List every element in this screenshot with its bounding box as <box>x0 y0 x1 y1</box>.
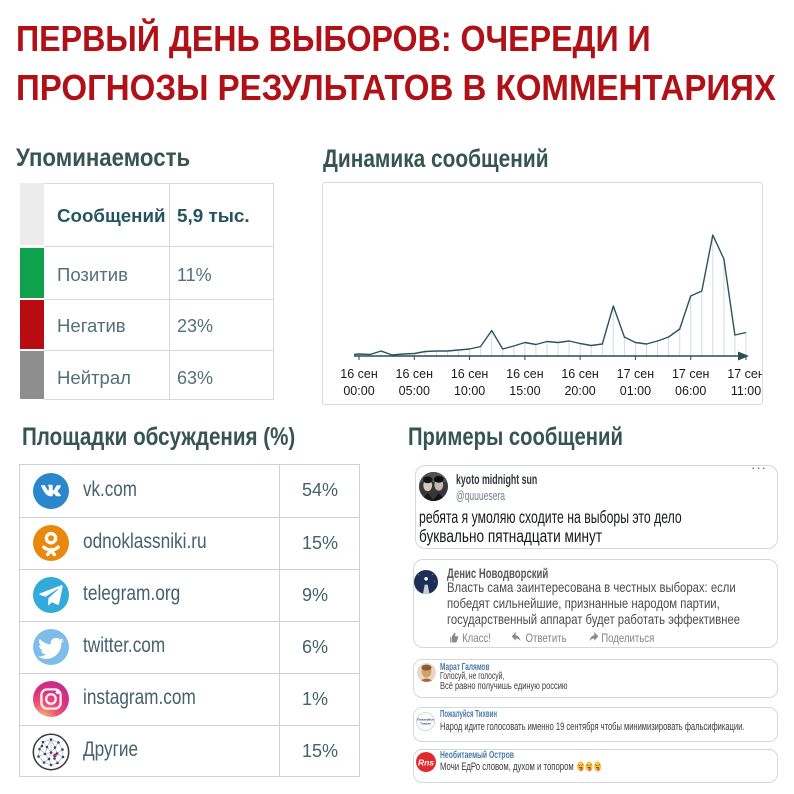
svg-text:16 сен: 16 сен <box>451 367 489 381</box>
svg-text:11:00: 11:00 <box>731 384 761 398</box>
svg-text:17 сен: 17 сен <box>617 367 655 381</box>
svg-text:16 сен: 16 сен <box>561 367 599 381</box>
svg-text:Пожалуйся: Пожалуйся <box>417 717 434 721</box>
svg-text:16 сен: 16 сен <box>396 367 434 381</box>
svg-text:16 сен: 16 сен <box>340 367 378 381</box>
svg-text:00:00: 00:00 <box>343 384 374 398</box>
svg-text:20:00: 20:00 <box>564 384 595 398</box>
svg-text:17 сен: 17 сен <box>727 367 762 381</box>
svg-text:17 сен: 17 сен <box>672 367 710 381</box>
svg-text:05:00: 05:00 <box>399 384 430 398</box>
svg-text:01:00: 01:00 <box>620 384 651 398</box>
svg-text:15:00: 15:00 <box>509 384 540 398</box>
svg-text:06:00: 06:00 <box>675 384 706 398</box>
svg-text:Тихвин: Тихвин <box>420 721 431 725</box>
svg-text:Rns: Rns <box>418 757 434 767</box>
svg-text:10:00: 10:00 <box>454 384 485 398</box>
svg-text:16 сен: 16 сен <box>506 367 544 381</box>
